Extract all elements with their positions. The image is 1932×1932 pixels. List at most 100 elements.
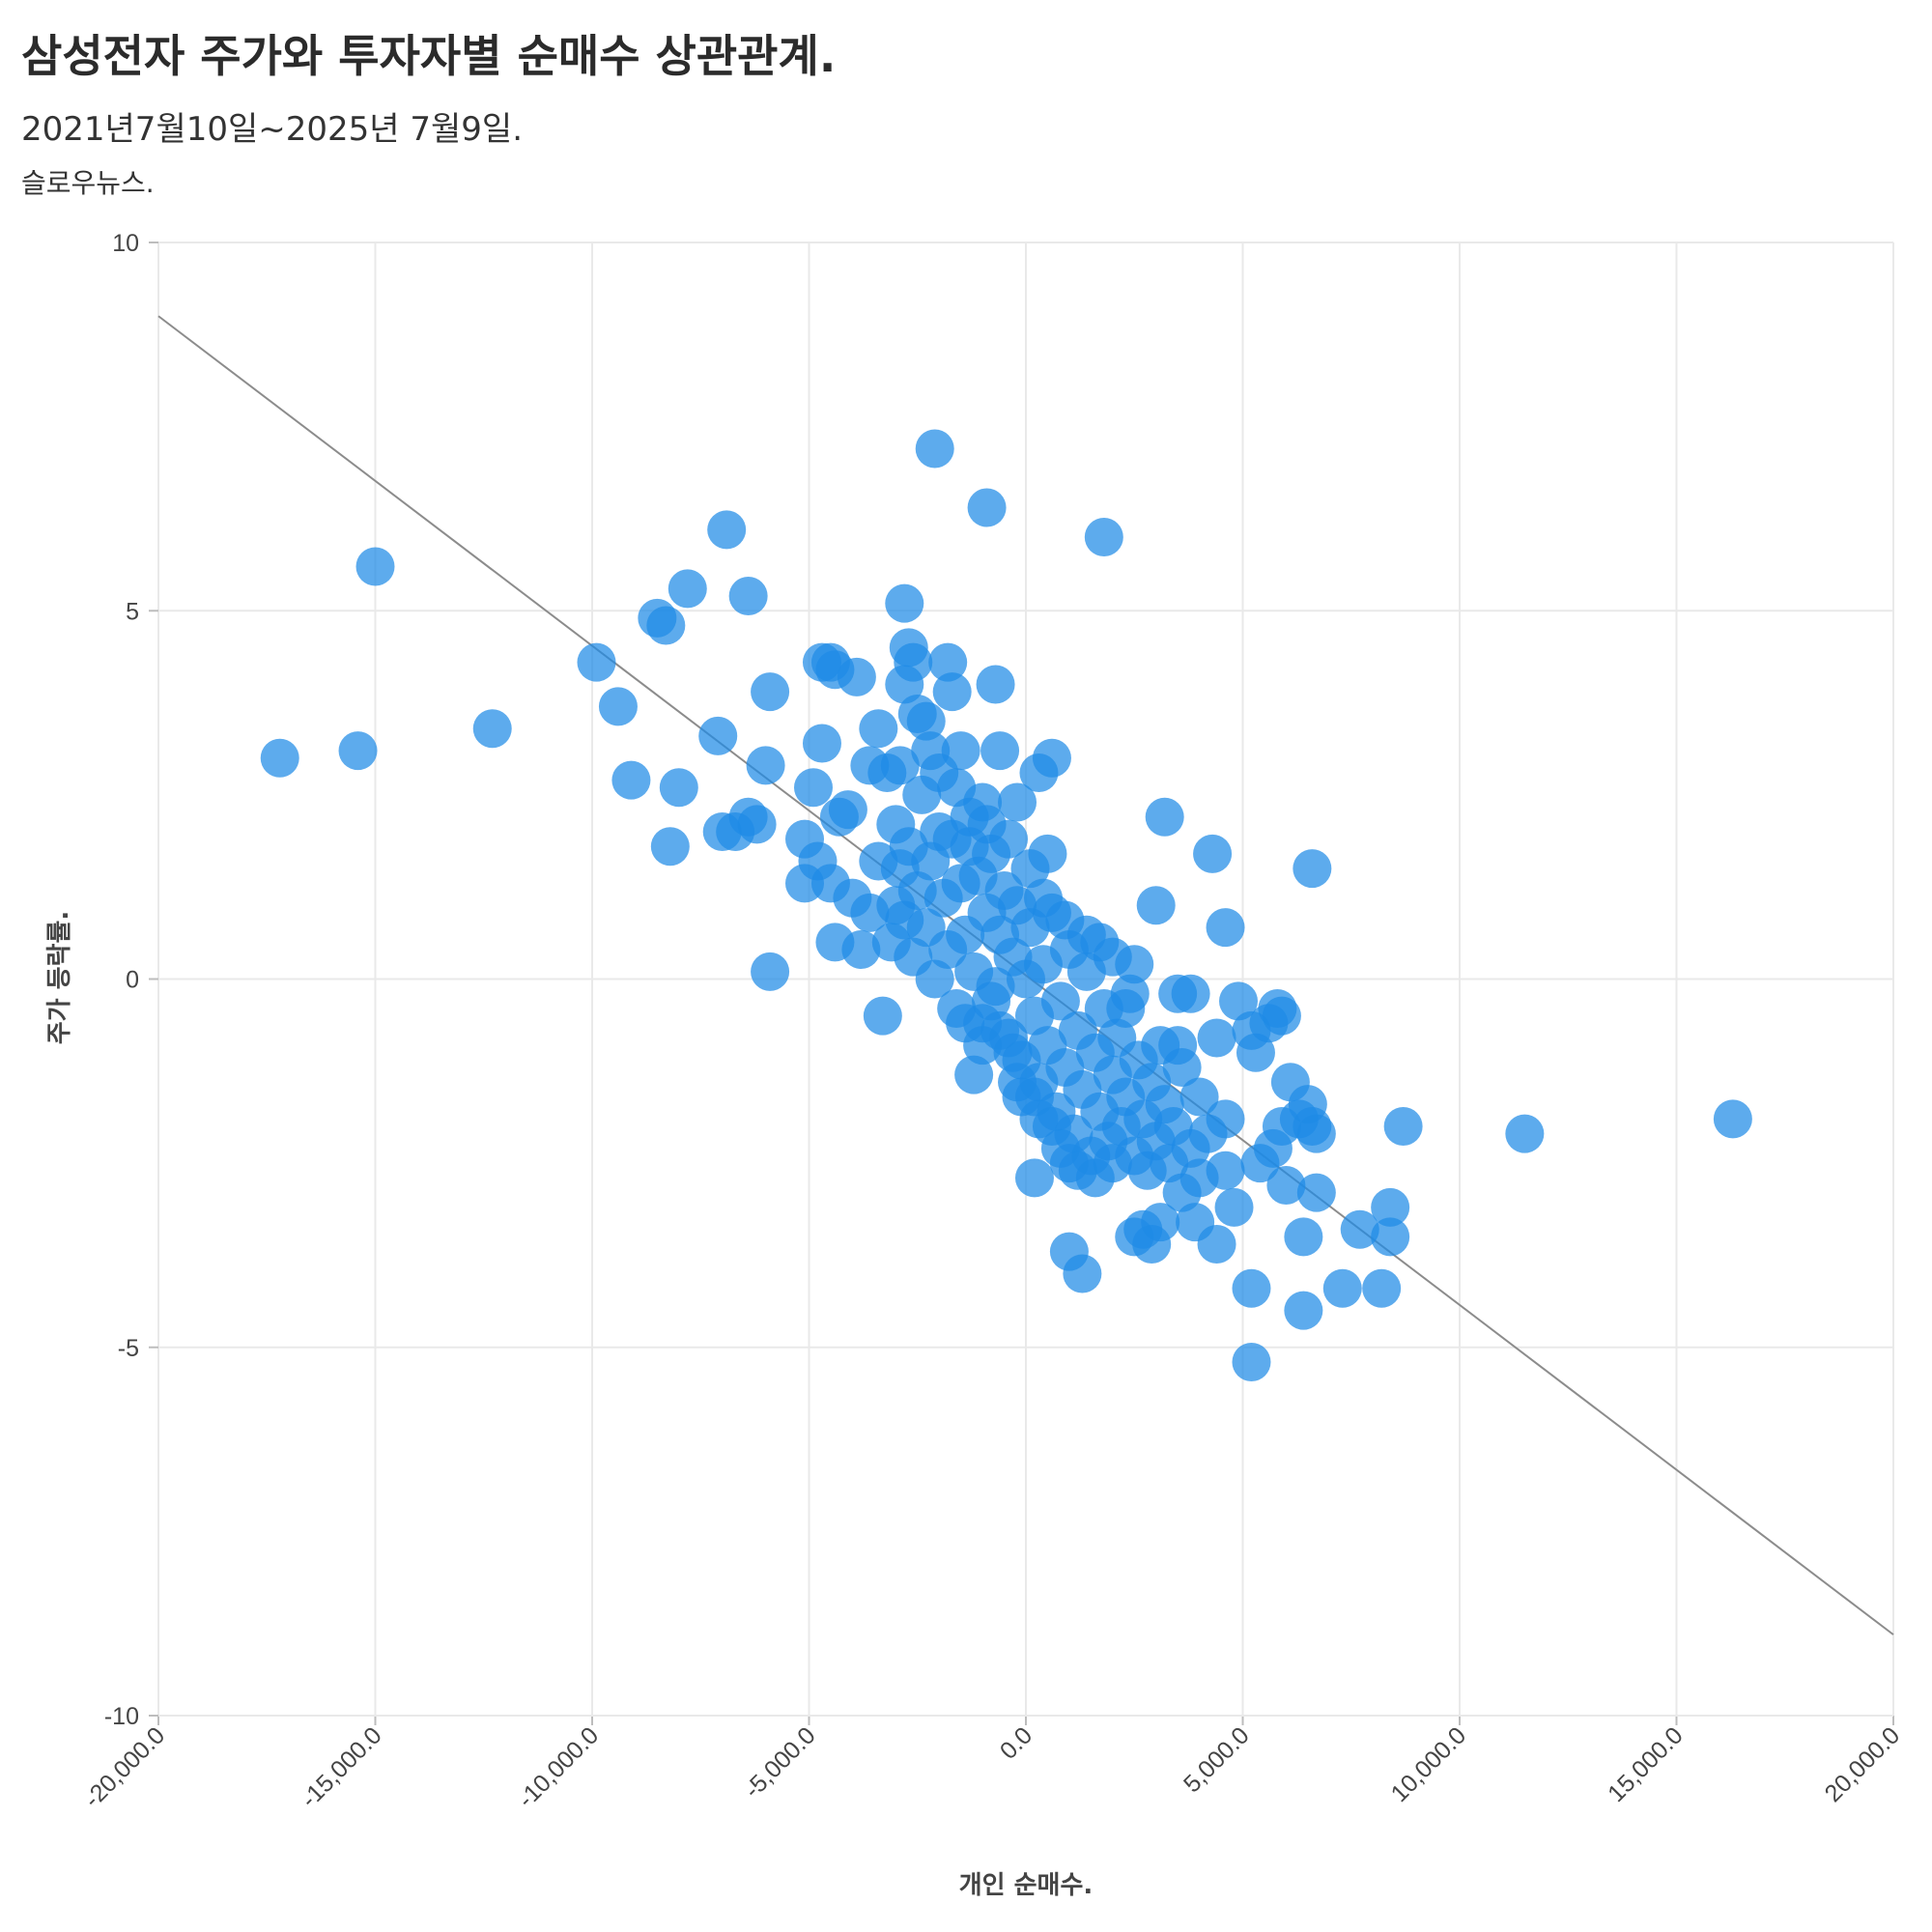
scatter-point xyxy=(850,893,890,932)
scatter-point xyxy=(1171,974,1210,1013)
scatter-point xyxy=(1266,1166,1306,1205)
scatter-point xyxy=(885,583,924,623)
scatter-point xyxy=(1127,1151,1167,1190)
x-tick-label: -5,000.0 xyxy=(739,1721,821,1804)
x-tick-label: 10,000.0 xyxy=(1386,1721,1472,1807)
y-axis-title: 주가 등락률. xyxy=(45,911,74,1045)
chart-title: 삼성전자 주가와 투자자별 순매수 상관관계. xyxy=(21,30,837,82)
scatter-point xyxy=(1219,981,1259,1021)
scatter-point xyxy=(980,731,1020,771)
scatter-point xyxy=(746,746,785,785)
scatter-point xyxy=(1019,1099,1059,1139)
scatter-point xyxy=(1197,1018,1236,1058)
scatter-point xyxy=(793,768,833,808)
x-tick-label: -20,000.0 xyxy=(79,1721,170,1812)
scatter-point xyxy=(1176,1203,1215,1242)
scatter-point xyxy=(837,657,876,696)
scatter-point xyxy=(598,687,638,726)
scatter-point xyxy=(1371,1217,1410,1257)
scatter-point xyxy=(1713,1099,1752,1139)
x-tick-label: 20,000.0 xyxy=(1820,1721,1906,1807)
scatter-point xyxy=(355,547,395,586)
scatter-point xyxy=(1383,1107,1423,1146)
y-tick-label: 0 xyxy=(126,967,139,994)
scatter-point xyxy=(1362,1268,1402,1308)
scatter-point xyxy=(650,827,690,867)
scatter-point xyxy=(1296,1173,1336,1212)
scatter-point xyxy=(972,981,1011,1021)
y-tick-label: 10 xyxy=(112,230,139,257)
scatter-point xyxy=(577,642,616,682)
scatter-point xyxy=(1232,1343,1271,1381)
scatter-point xyxy=(915,959,954,999)
scatter-point xyxy=(1080,923,1120,962)
scatter-point xyxy=(1162,1173,1202,1212)
x-axis-title: 개인 순매수. xyxy=(959,1871,1094,1900)
scatter-point xyxy=(1214,1187,1254,1227)
chart-subtitle: 2021년7월10일~2025년 7월9일. xyxy=(21,110,523,149)
scatter-point xyxy=(1040,981,1080,1021)
scatter-point xyxy=(1340,1209,1379,1249)
scatter-point xyxy=(993,1033,1033,1072)
y-tick-label: -5 xyxy=(118,1335,139,1362)
scatter-point xyxy=(928,642,968,682)
scatter-point xyxy=(1136,886,1176,925)
scatter-point xyxy=(646,606,686,645)
scatter-point xyxy=(1014,1158,1054,1198)
scatter-point xyxy=(932,672,972,712)
scatter-point xyxy=(1232,1268,1271,1308)
scatter-point xyxy=(1106,989,1146,1028)
x-tick-label: -10,000.0 xyxy=(513,1721,604,1812)
scatter-point xyxy=(1084,518,1123,556)
x-tick-label: 15,000.0 xyxy=(1603,1721,1689,1807)
scatter-point xyxy=(1262,1107,1301,1146)
scatter-point xyxy=(1284,1217,1323,1257)
scatter-point xyxy=(1322,1268,1362,1308)
scatter-point xyxy=(728,577,768,615)
scatter-point xyxy=(863,996,902,1036)
scatter-point xyxy=(1179,1077,1219,1117)
scatter-point xyxy=(1115,1217,1154,1257)
scatter-point xyxy=(1206,908,1245,948)
scatter-point xyxy=(937,768,977,808)
scatter-point xyxy=(1193,834,1233,873)
scatter-point xyxy=(751,952,790,991)
scatter-point xyxy=(954,1055,994,1094)
scatter-point xyxy=(472,709,512,749)
scatter-point xyxy=(1262,996,1301,1036)
scatter-point xyxy=(906,701,946,741)
scatter-point xyxy=(338,731,378,771)
scatter-point xyxy=(1032,738,1071,778)
scatter-point xyxy=(1296,1114,1336,1153)
scatter-point xyxy=(967,488,1007,527)
scatter-point xyxy=(880,746,920,785)
scatter-point xyxy=(915,429,954,469)
scatter-point xyxy=(737,805,777,844)
scatter-point xyxy=(1115,945,1154,984)
scatter-point xyxy=(751,672,790,712)
x-tick-label: -15,000.0 xyxy=(296,1721,386,1812)
scatter-point xyxy=(1293,849,1332,889)
scatter-point xyxy=(668,569,707,609)
scatter-point xyxy=(894,642,933,682)
scatter-point xyxy=(1063,1254,1102,1293)
scatter-point xyxy=(1010,849,1050,889)
scatter-point xyxy=(1093,1144,1132,1183)
scatter-point xyxy=(659,768,698,808)
scatter-point xyxy=(859,841,898,881)
scatter-point xyxy=(1158,1026,1198,1065)
scatter-point xyxy=(698,716,738,755)
y-tick-label: -10 xyxy=(104,1703,139,1730)
scatter-point xyxy=(1505,1114,1545,1153)
x-tick-label: 0.0 xyxy=(995,1721,1037,1764)
scatter-point xyxy=(859,709,898,749)
scatter-point xyxy=(1371,1187,1410,1227)
scatter-point xyxy=(1145,797,1184,837)
scatter-point xyxy=(989,819,1029,859)
scatter-point xyxy=(260,738,299,778)
scatter-point xyxy=(611,760,651,800)
points-layer xyxy=(260,429,1752,1381)
scatter-point xyxy=(1206,1099,1245,1139)
scatter-point xyxy=(828,790,867,830)
